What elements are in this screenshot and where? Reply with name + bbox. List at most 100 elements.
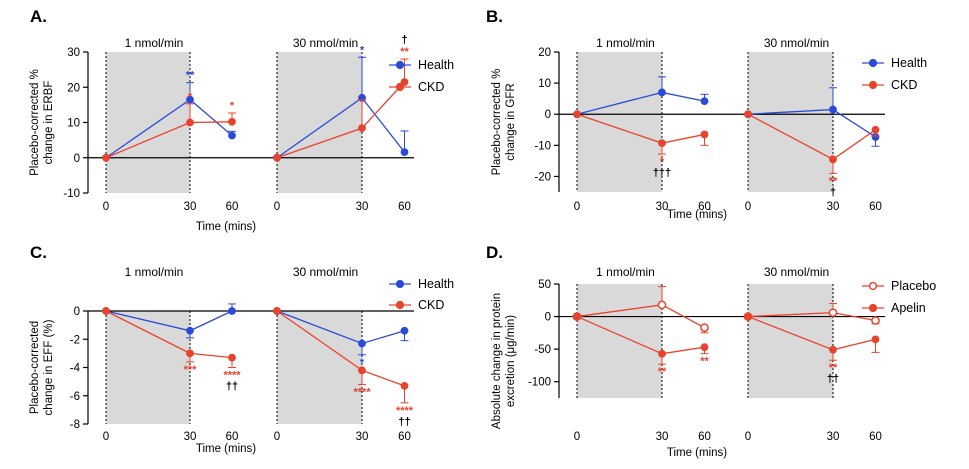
significance-marker: ** — [400, 46, 409, 58]
y-tick-label: -8 — [70, 419, 80, 431]
legend-label: CKD — [418, 298, 444, 312]
x-tick-label: 30 — [656, 201, 669, 213]
x-tick-label: 0 — [745, 201, 751, 213]
dose-label: 1 nmol/min — [596, 265, 655, 279]
data-point-health — [829, 105, 837, 114]
y-axis-label: Placebo-corrected % — [29, 69, 41, 176]
x-tick-label: 30 — [356, 201, 369, 213]
y-tick-label: 0 — [545, 109, 551, 121]
significance-marker: ** — [186, 70, 195, 82]
data-point-ckd — [400, 78, 409, 86]
infusion-shading — [277, 52, 362, 193]
significance-marker: ** — [829, 175, 838, 187]
infusion-shading — [106, 311, 190, 424]
data-point-ckd — [658, 139, 666, 148]
data-point-ckd — [871, 125, 880, 134]
y-axis-label: excretion (μg/min) — [505, 315, 517, 407]
data-point-ckd — [228, 117, 236, 126]
significance-marker: ** — [658, 366, 667, 378]
legend-marker — [868, 281, 878, 291]
data-point-ckd — [186, 349, 194, 358]
data-point-ckd — [400, 381, 409, 390]
y-axis-label: Absolute change in protein — [491, 293, 503, 429]
y-tick-label: -4 — [70, 363, 81, 375]
x-tick-label: 0 — [745, 431, 751, 443]
y-axis-label: Placebo-corrected — [29, 321, 41, 414]
x-tick-label: 0 — [274, 431, 280, 443]
infusion-shading — [577, 284, 662, 398]
dose-label: 30 nmol/min — [293, 36, 358, 50]
significance-marker: * — [188, 91, 193, 103]
data-point-ckd — [358, 366, 366, 375]
y-tick-label: 50 — [538, 279, 551, 291]
dose-label: 30 nmol/min — [764, 265, 829, 279]
significance-marker: * — [360, 44, 365, 56]
dagger-marker: †† — [398, 416, 410, 428]
data-point-ckd — [829, 155, 837, 164]
panel-label: A. — [30, 7, 47, 26]
data-point-health — [358, 339, 366, 348]
y-tick-label: -10 — [534, 140, 551, 152]
y-axis-label: change in GFR — [505, 83, 517, 160]
y-axis-label: Placebo-corrected % — [491, 69, 503, 176]
data-point-placebo — [828, 308, 838, 318]
dagger-marker: † — [401, 34, 407, 46]
y-tick-label: 0 — [74, 153, 80, 165]
significance-marker: *** — [184, 364, 198, 376]
data-point-health — [700, 97, 709, 106]
y-tick-label: -6 — [70, 391, 80, 403]
infusion-shading — [748, 52, 833, 192]
significance-marker: * — [360, 357, 365, 369]
dagger-marker: ††† — [653, 167, 671, 179]
x-tick-label: 0 — [274, 201, 280, 213]
data-point-placebo — [871, 316, 880, 325]
y-tick-label: -100 — [528, 377, 551, 389]
dose-label: 30 nmol/min — [764, 36, 829, 50]
x-axis-label: Time (mins) — [667, 447, 727, 459]
panel-label: B. — [486, 7, 503, 26]
data-point-placebo — [700, 323, 709, 332]
legend-marker — [868, 80, 878, 90]
data-point-health — [400, 326, 409, 335]
significance-marker: **** — [396, 405, 414, 417]
data-point-health — [186, 95, 194, 104]
dose-label: 1 nmol/min — [596, 36, 655, 50]
x-tick-label: 60 — [698, 201, 711, 213]
data-point-ckd — [700, 130, 709, 139]
y-tick-label: 30 — [67, 47, 80, 59]
legend-label: Health — [418, 277, 454, 291]
legend-label: CKD — [418, 80, 444, 94]
data-point-health — [400, 148, 409, 157]
legend-label: Apelin — [891, 301, 926, 315]
significance-marker: * — [660, 156, 665, 168]
data-point-apelin — [658, 349, 666, 358]
x-tick-label: 30 — [827, 201, 840, 213]
y-axis-label: change in EFF (%) — [43, 319, 55, 415]
y-tick-label: -50 — [534, 344, 551, 356]
x-axis-label: Time (mins) — [196, 221, 256, 233]
x-tick-label: 0 — [574, 201, 580, 213]
panel-label: C. — [30, 243, 47, 262]
legend-label: Health — [891, 56, 927, 70]
data-point-health — [228, 307, 236, 315]
data-point-ckd — [744, 110, 752, 119]
legend-marker — [395, 82, 405, 92]
data-point-apelin — [871, 335, 880, 344]
x-tick-label: 30 — [356, 431, 369, 443]
x-tick-label: 0 — [574, 431, 580, 443]
significance-marker: ** — [829, 362, 838, 374]
data-point-ckd — [358, 124, 366, 133]
legend-label: CKD — [891, 78, 917, 92]
data-point-health — [186, 326, 194, 335]
x-tick-label: 60 — [398, 201, 411, 213]
data-point-health — [658, 88, 666, 97]
y-tick-label: -20 — [534, 171, 551, 183]
x-tick-label: 60 — [398, 431, 411, 443]
y-tick-label: 10 — [538, 78, 551, 90]
data-point-ckd — [228, 353, 236, 362]
data-point-ckd — [273, 153, 281, 162]
x-tick-label: 60 — [869, 431, 882, 443]
data-point-placebo — [657, 300, 667, 310]
legend-marker — [868, 58, 878, 68]
x-tick-label: 60 — [226, 431, 239, 443]
